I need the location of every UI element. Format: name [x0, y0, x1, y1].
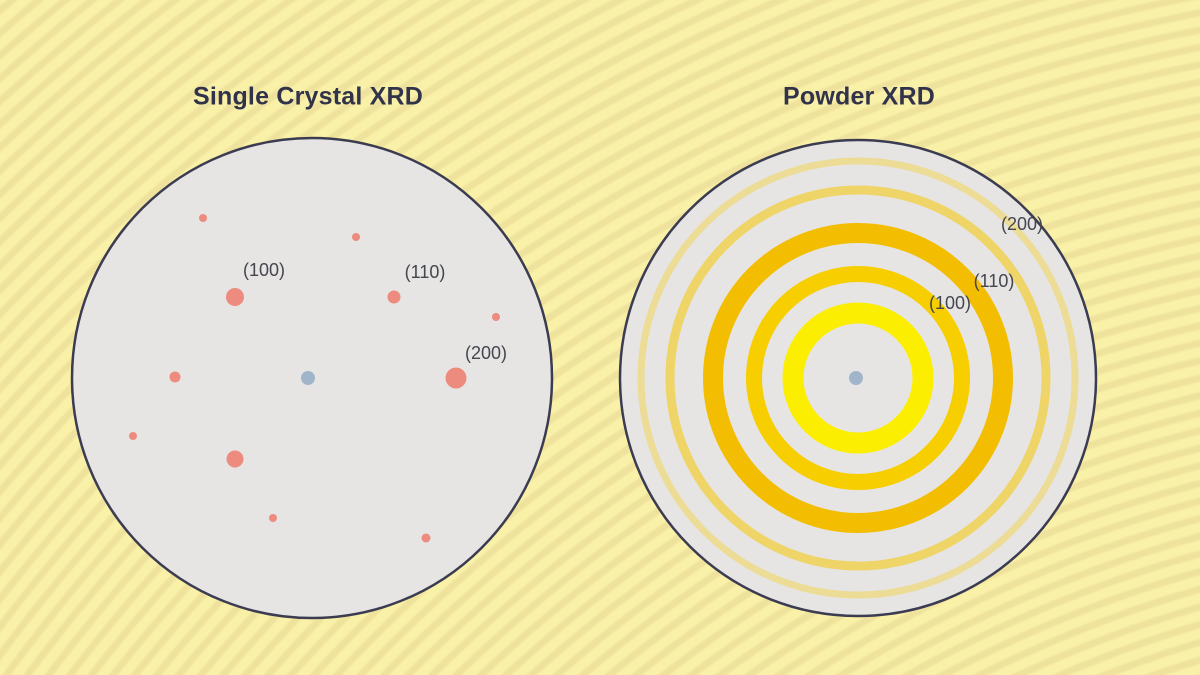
diffraction-spot — [129, 432, 137, 440]
beam-center-dot — [849, 371, 863, 385]
diffraction-spot — [445, 367, 467, 389]
diffraction-spot — [199, 214, 207, 222]
diffraction-spot — [226, 288, 244, 306]
miller-index-label: (200) — [1001, 214, 1043, 234]
debye-scherrer-ring — [782, 302, 934, 454]
miller-index-label: (110) — [974, 271, 1015, 291]
single-crystal-pattern: (100) (110) (200) — [70, 136, 554, 620]
diffraction-spot — [352, 233, 360, 241]
debye-scherrer-ring — [746, 266, 970, 490]
diffraction-spot — [421, 533, 431, 543]
debye-scherrer-ring — [637, 157, 1079, 599]
miller-index-label: (200) — [465, 343, 507, 363]
miller-index-label: (100) — [243, 260, 285, 280]
diffraction-spot — [226, 450, 244, 468]
diffraction-spot — [169, 371, 181, 383]
diffraction-spot — [387, 290, 401, 304]
miller-index-label: (110) — [405, 262, 446, 282]
debye-scherrer-ring — [703, 223, 1013, 533]
debye-scherrer-ring — [665, 185, 1051, 571]
single-crystal-title: Single Crystal XRD — [192, 82, 424, 111]
beam-center-dot — [301, 371, 315, 385]
powder-pattern: (100)(110) (200) — [618, 138, 1098, 618]
diffraction-spot — [269, 514, 277, 522]
miller-index-label: (100) — [929, 293, 971, 313]
diffraction-spot — [492, 313, 500, 321]
powder-title: Powder XRD — [782, 82, 936, 111]
